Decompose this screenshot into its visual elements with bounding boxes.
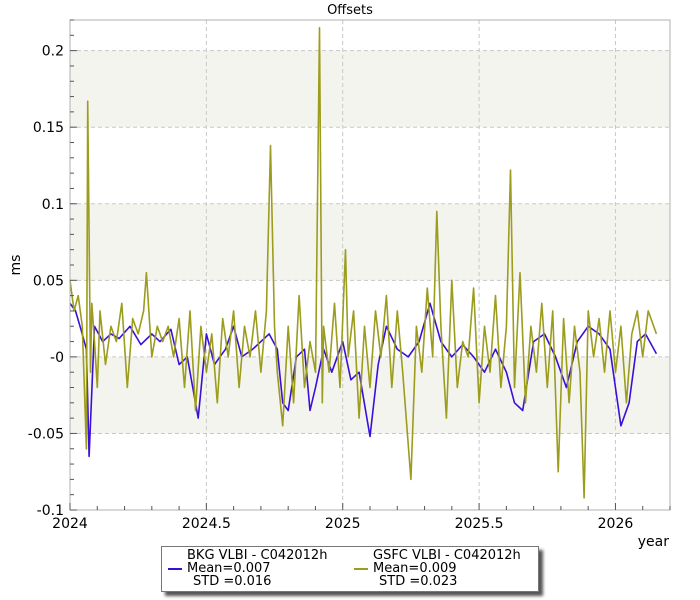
y-tick-label: 0.1 xyxy=(42,197,64,213)
x-tick-label: 2025 xyxy=(325,516,361,532)
y-tick-label: -0 xyxy=(50,350,64,366)
legend-name-gsfc: GSFC VLBI - C042012h xyxy=(373,548,521,563)
series-line-gsfc xyxy=(69,26,658,499)
background-band xyxy=(70,50,670,128)
grid-lines xyxy=(70,20,670,510)
legend-mean-bkg: Mean=0.007 xyxy=(187,561,271,576)
y-tick-labels: -0.1 -0.05 -0 0.05 0.1 0.15 0.2 xyxy=(28,44,64,519)
legend-std-gsfc: STD =0.023 xyxy=(379,574,458,589)
legend-name-bkg: BKG VLBI - C042012h xyxy=(187,548,328,563)
x-axis-label: year xyxy=(638,534,669,550)
background-band xyxy=(70,203,670,281)
legend-std-bkg: STD =0.016 xyxy=(193,574,272,589)
x-tick-label: 2026 xyxy=(598,516,634,532)
x-tick-label: 2024 xyxy=(52,516,88,532)
axis-ticks xyxy=(69,19,671,511)
y-tick-label: 0.15 xyxy=(33,120,64,136)
x-tick-label: 2024.5 xyxy=(182,516,231,532)
legend-mean-gsfc: Mean=0.009 xyxy=(373,561,457,576)
legend-swatch-gsfc xyxy=(354,568,368,570)
y-axis-label: ms xyxy=(8,255,24,276)
y-tick-label: -0.1 xyxy=(37,503,64,519)
y-tick-label: 0.05 xyxy=(33,273,64,289)
y-tick-label: -0.05 xyxy=(28,426,64,442)
series-gsfc-line xyxy=(69,26,658,499)
x-tick-label: 2025.5 xyxy=(455,516,504,532)
y-tick-label: 0.2 xyxy=(42,44,64,60)
x-tick-labels: 2024 2024.5 2025 2025.5 2026 xyxy=(52,516,633,532)
legend-swatch-bkg xyxy=(168,568,182,570)
chart-title: Offsets xyxy=(327,3,373,18)
legend: BKG VLBI - C042012h Mean=0.007 STD =0.01… xyxy=(161,546,539,592)
